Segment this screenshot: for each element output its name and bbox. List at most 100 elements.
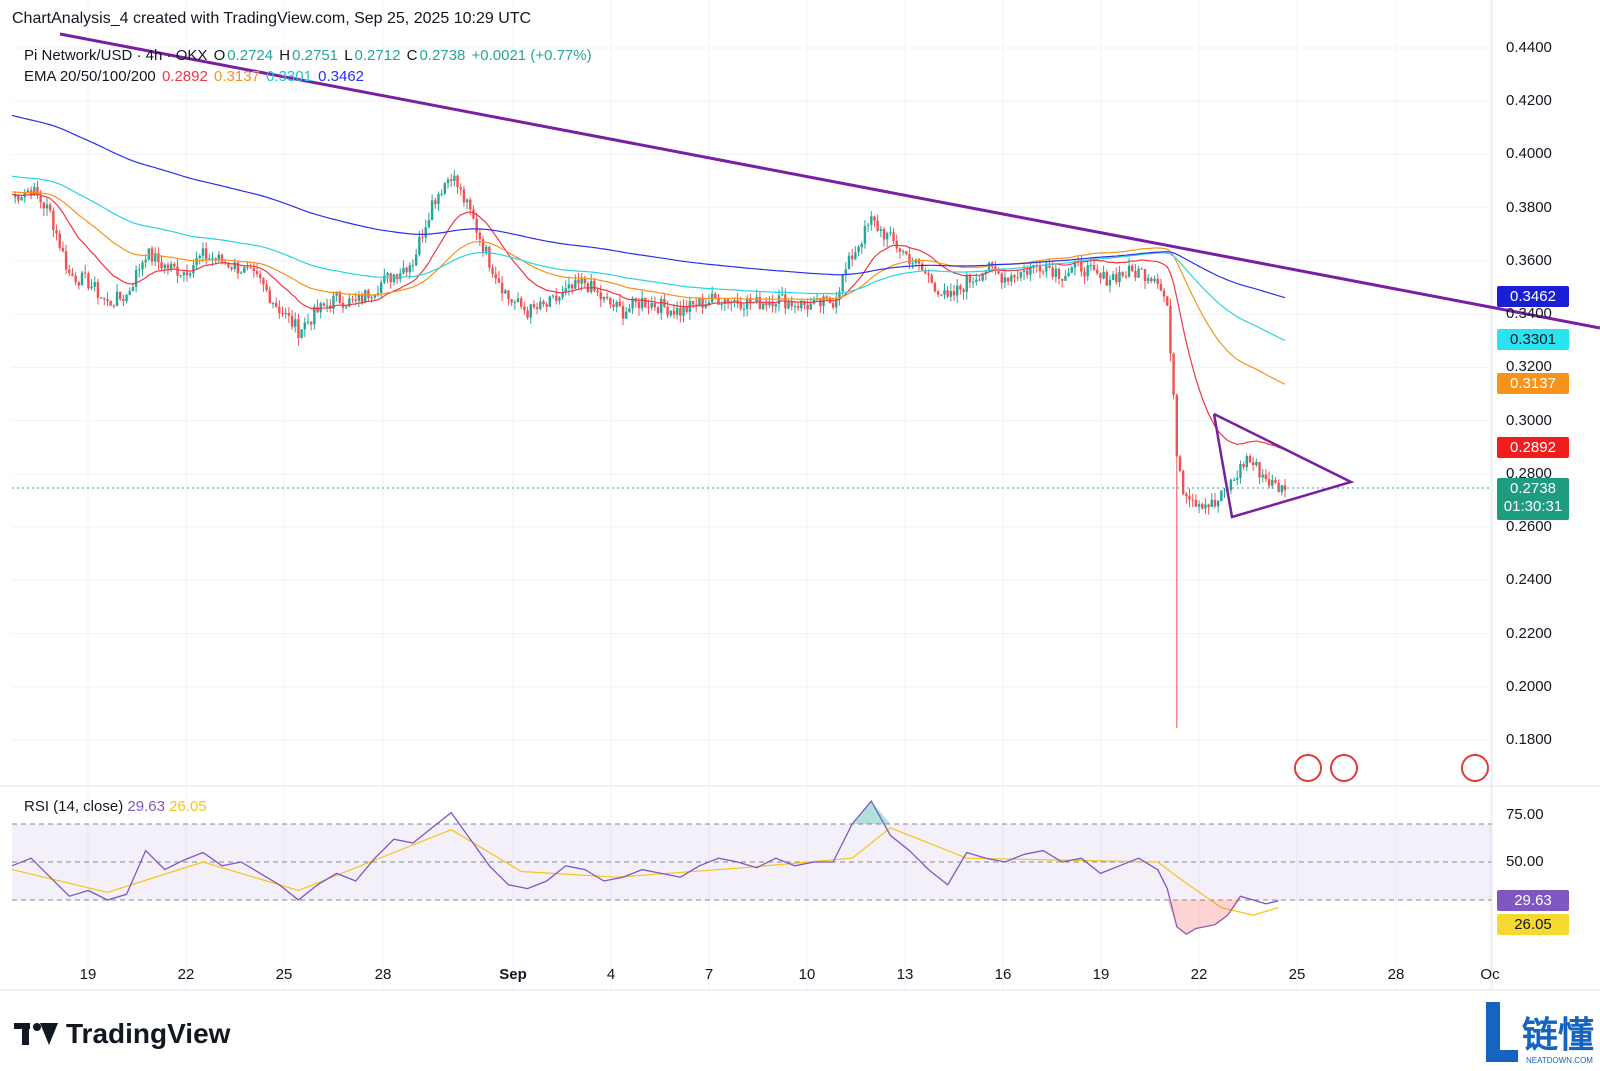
price-tick-label: 0.4000 — [1506, 145, 1552, 163]
candle-body — [1006, 277, 1010, 282]
candle-body — [103, 297, 106, 300]
candle-body — [1057, 268, 1061, 279]
candle-body — [555, 295, 558, 301]
candle-body — [20, 197, 23, 201]
ema-label[interactable]: EMA 20/50/100/200 — [24, 68, 156, 85]
time-tick-label: 22 — [1190, 966, 1208, 983]
candle-body — [771, 301, 774, 307]
candle-body — [475, 218, 478, 233]
us-flag-icon[interactable] — [1461, 754, 1489, 782]
candle-body — [850, 255, 854, 260]
candle-body — [793, 305, 797, 307]
candle-body — [889, 232, 892, 234]
candle-body — [1054, 268, 1058, 277]
candle-body — [892, 232, 895, 241]
candle-body — [723, 299, 727, 305]
candle-body — [354, 299, 357, 301]
candle-body — [1127, 265, 1131, 277]
candle-body — [1096, 269, 1099, 274]
time-tick-label: 10 — [798, 966, 816, 983]
candle-body — [911, 263, 914, 265]
us-flag-icon[interactable] — [1294, 754, 1322, 782]
watermark-l-icon — [1486, 1002, 1500, 1062]
candle-body — [456, 175, 459, 188]
rsi-label[interactable]: RSI (14, close) — [24, 798, 124, 815]
candle-body — [593, 280, 596, 291]
candle-body — [290, 315, 294, 327]
ohlc-open-label: O — [213, 47, 226, 64]
candle-body — [42, 202, 46, 209]
rsi-ma-value: 26.05 — [169, 798, 207, 815]
candle-body — [1118, 272, 1121, 283]
candle-body — [609, 298, 612, 305]
symbol-name[interactable]: Pi Network/USD · 4h · OKX — [24, 47, 208, 64]
us-flag-icon[interactable] — [1330, 754, 1358, 782]
candle-body — [13, 194, 17, 198]
rsi-line — [11, 800, 1279, 935]
watermark-l-foot — [1486, 1050, 1518, 1062]
candle-body — [507, 290, 510, 300]
candle-body — [1083, 271, 1086, 277]
candle-body — [1255, 462, 1258, 466]
event-flags[interactable] — [1294, 754, 1489, 782]
candle-body — [917, 259, 921, 264]
candle-body — [284, 312, 287, 315]
candle-body — [978, 279, 981, 281]
candle-body — [873, 216, 876, 221]
candle-body — [755, 297, 758, 303]
candle-body — [860, 243, 863, 247]
candle-body — [176, 266, 179, 276]
candle-body — [580, 278, 583, 284]
candle-body — [364, 290, 367, 303]
candle-body — [800, 300, 803, 309]
time-tick-label: 22 — [177, 966, 195, 983]
candle-body — [994, 266, 997, 272]
candle-body — [297, 319, 300, 338]
candle-body — [952, 290, 956, 296]
candle-body — [1131, 265, 1134, 271]
candle-body — [631, 298, 634, 309]
candle-body — [360, 294, 364, 303]
candle-body — [1264, 474, 1268, 480]
candle-body — [48, 204, 52, 211]
rsi-lines — [11, 800, 1279, 935]
symmetrical-triangle[interactable] — [1212, 412, 1355, 519]
candle-body — [306, 321, 310, 323]
candle-body — [704, 304, 707, 308]
candle-body — [1162, 290, 1166, 297]
candle-body — [628, 308, 631, 312]
candle-body — [246, 266, 249, 268]
candle-body — [195, 258, 198, 265]
candle-body — [577, 279, 580, 284]
neatdown-watermark: 链懂 NEATDOWN.COM — [1486, 1002, 1598, 1068]
candle-body — [399, 273, 402, 280]
candle-body — [882, 228, 886, 240]
candle-body — [106, 299, 109, 301]
candle-body — [965, 276, 968, 292]
candle-body — [1213, 499, 1217, 507]
candle-body — [905, 251, 908, 255]
trendline[interactable] — [59, 32, 1600, 330]
candle-body — [669, 310, 672, 316]
candle-body — [1207, 504, 1210, 508]
candle-body — [682, 306, 685, 316]
candle-body — [230, 267, 233, 270]
candle-body — [1150, 278, 1153, 282]
candle-body — [1153, 278, 1156, 282]
candle-body — [621, 306, 625, 319]
price-tick-label: 0.2000 — [1506, 677, 1552, 695]
candle-body — [513, 301, 517, 303]
candle-body — [300, 329, 303, 338]
price-tick-label: 0.3800 — [1506, 198, 1552, 216]
candle-body — [99, 297, 103, 299]
candle-body — [510, 299, 513, 303]
candle-body — [373, 294, 377, 298]
candle-body — [908, 254, 911, 265]
candle-body — [590, 280, 593, 293]
candle-body — [1137, 268, 1140, 278]
candle-body — [656, 307, 660, 313]
chart-header: ChartAnalysis_4 created with TradingView… — [12, 10, 532, 27]
candle-body — [1156, 278, 1159, 284]
ohlc-close: 0.2738 — [419, 47, 466, 64]
